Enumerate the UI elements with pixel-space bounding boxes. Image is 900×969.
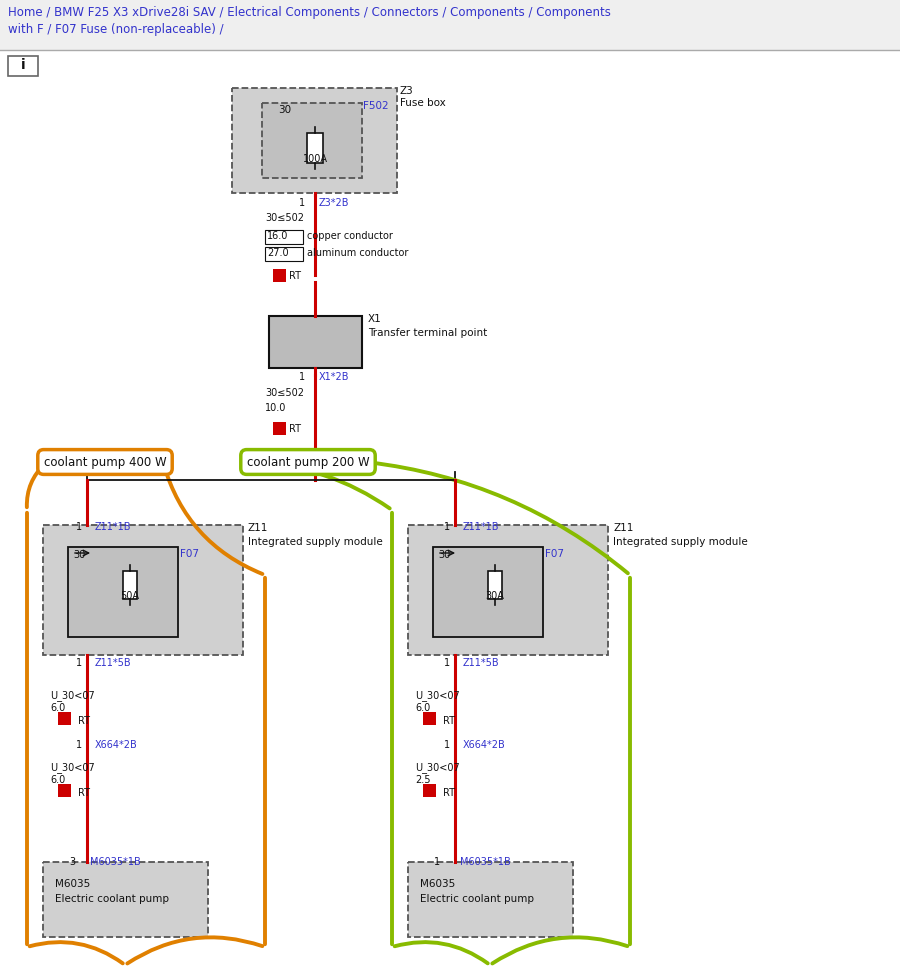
Text: Z3*2B: Z3*2B (319, 198, 349, 208)
Bar (123, 571, 137, 599)
Text: 1: 1 (299, 372, 305, 382)
Text: i: i (21, 58, 25, 72)
Text: 1: 1 (444, 658, 450, 668)
Text: U_30<07: U_30<07 (50, 762, 94, 773)
Text: X664*2B: X664*2B (463, 740, 506, 750)
Text: 1: 1 (76, 658, 82, 668)
Bar (423, 712, 436, 725)
Bar (265, 247, 303, 261)
Text: Z11: Z11 (248, 523, 268, 533)
Text: RT: RT (443, 788, 455, 798)
Bar (58, 712, 71, 725)
Text: Z11: Z11 (613, 523, 634, 533)
Bar (43, 862, 208, 937)
Bar (488, 571, 502, 599)
Bar (43, 525, 243, 655)
Text: X1: X1 (368, 314, 382, 324)
Text: 30≤502: 30≤502 (265, 213, 304, 223)
Text: X664*2B: X664*2B (95, 740, 138, 750)
Text: U_30<07: U_30<07 (415, 690, 460, 701)
Text: 10.0: 10.0 (265, 403, 286, 413)
Text: Transfer terminal point: Transfer terminal point (368, 328, 487, 338)
Text: 30: 30 (73, 550, 86, 560)
Bar (58, 784, 71, 797)
Bar (269, 316, 362, 368)
Text: RT: RT (289, 271, 301, 281)
Text: with F / F07 Fuse (non-replaceable) /: with F / F07 Fuse (non-replaceable) / (8, 23, 223, 36)
Text: Z11*1B: Z11*1B (463, 522, 500, 532)
Text: U_30<07: U_30<07 (50, 690, 94, 701)
Text: 2.5: 2.5 (415, 775, 430, 785)
Text: 1: 1 (434, 857, 440, 867)
Text: 30: 30 (278, 105, 291, 115)
Text: 3: 3 (69, 857, 75, 867)
Text: Z3: Z3 (400, 86, 414, 96)
Text: 27.0: 27.0 (267, 248, 289, 258)
Text: M6035*1B: M6035*1B (90, 857, 140, 867)
Text: Fuse box: Fuse box (400, 98, 446, 108)
Text: RT: RT (78, 716, 90, 726)
Text: 6.0: 6.0 (415, 703, 430, 713)
Text: RT: RT (78, 788, 90, 798)
Bar (232, 88, 397, 193)
Text: Z11*5B: Z11*5B (95, 658, 131, 668)
Text: Integrated supply module: Integrated supply module (248, 537, 382, 547)
Text: 16.0: 16.0 (267, 231, 288, 241)
Text: 1: 1 (444, 522, 450, 532)
Bar (408, 525, 608, 655)
Text: F07: F07 (545, 549, 564, 559)
Text: 50A: 50A (121, 591, 140, 601)
Text: M6035: M6035 (55, 879, 90, 889)
Bar (0, 0, 900, 50)
Bar (408, 862, 573, 937)
Text: M6035: M6035 (420, 879, 455, 889)
Text: F07: F07 (180, 549, 199, 559)
Text: X1*2B: X1*2B (319, 372, 349, 382)
Text: coolant pump 400 W: coolant pump 400 W (44, 455, 166, 468)
Bar (262, 103, 362, 178)
Bar (68, 547, 178, 637)
Text: 1: 1 (76, 522, 82, 532)
Text: coolant pump 200 W: coolant pump 200 W (247, 455, 369, 468)
Text: 6.0: 6.0 (50, 775, 65, 785)
Text: Z11*5B: Z11*5B (463, 658, 500, 668)
Text: RT: RT (289, 424, 301, 434)
Text: Integrated supply module: Integrated supply module (613, 537, 748, 547)
Bar (433, 547, 543, 637)
Text: aluminum conductor: aluminum conductor (307, 248, 409, 258)
Text: 6.0: 6.0 (50, 703, 65, 713)
Bar (273, 422, 286, 435)
Text: 1: 1 (444, 740, 450, 750)
Text: 100A: 100A (302, 154, 328, 164)
Text: 30≤502: 30≤502 (265, 388, 304, 398)
Text: 30A: 30A (486, 591, 504, 601)
Text: 30: 30 (438, 550, 450, 560)
Text: copper conductor: copper conductor (307, 231, 393, 241)
Bar (307, 133, 323, 163)
Bar (273, 269, 286, 282)
Bar (8, 56, 38, 76)
Text: U_30<07: U_30<07 (415, 762, 460, 773)
Text: Z11*1B: Z11*1B (95, 522, 131, 532)
Text: Electric coolant pump: Electric coolant pump (55, 894, 169, 904)
Text: Electric coolant pump: Electric coolant pump (420, 894, 534, 904)
Text: RT: RT (443, 716, 455, 726)
Text: F502: F502 (363, 101, 389, 111)
Bar (265, 230, 303, 244)
Bar (423, 784, 436, 797)
Text: M6035*1B: M6035*1B (460, 857, 511, 867)
Text: 1: 1 (299, 198, 305, 208)
Text: 1: 1 (76, 740, 82, 750)
Text: Home / BMW F25 X3 xDrive28i SAV / Electrical Components / Connectors / Component: Home / BMW F25 X3 xDrive28i SAV / Electr… (8, 6, 611, 19)
